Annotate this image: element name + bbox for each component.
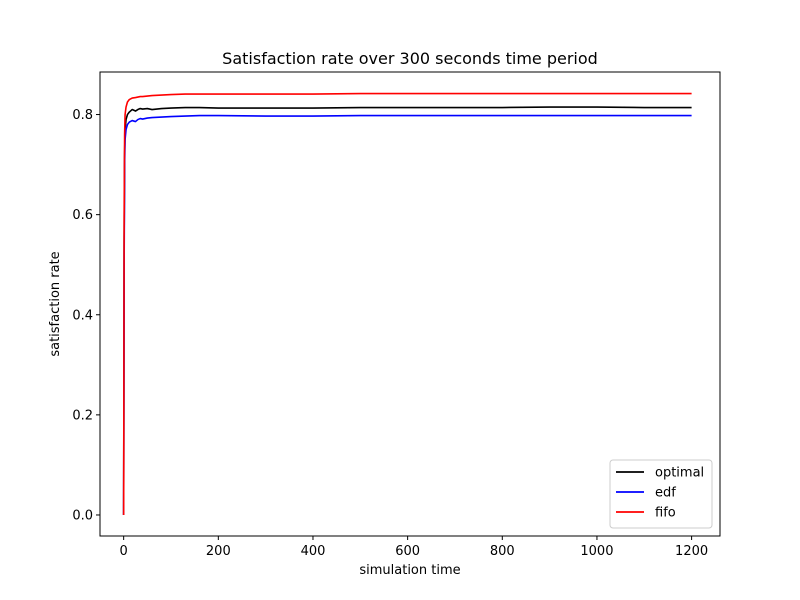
y-axis-ticks: 0.0 0.2 0.4 0.6 0.8 (72, 108, 100, 523)
y-axis-label: satisfaction rate (48, 251, 63, 356)
series-layer (122, 92, 692, 515)
y-tick-label: 0.8 (72, 108, 93, 123)
plot-frame (99, 71, 721, 537)
x-tick-label: 200 (206, 544, 231, 559)
x-tick-label: 800 (490, 544, 515, 559)
x-tick-label: 1000 (580, 544, 613, 559)
legend-label-edf: edf (655, 486, 676, 501)
x-tick-label: 1200 (675, 544, 708, 559)
series-line-edf (122, 114, 692, 515)
series-line-optimal (122, 106, 692, 515)
legend-entries: optimal edf fifo (616, 466, 704, 521)
legend-label-fifo: fifo (655, 506, 676, 521)
y-tick-label: 0.6 (72, 208, 93, 223)
x-axis-ticks: 0 200 400 600 800 1000 1200 (120, 536, 708, 559)
x-tick-label: 0 (120, 544, 128, 559)
legend-box (609, 459, 713, 529)
y-tick-label: 0.2 (72, 408, 93, 423)
y-tick-label: 0.4 (72, 308, 93, 323)
legend-label-optimal: optimal (655, 466, 704, 481)
legend: optimal edf fifo (609, 459, 713, 529)
series-line-fifo (122, 92, 692, 515)
x-tick-label: 600 (395, 544, 420, 559)
x-axis-label: simulation time (359, 563, 460, 578)
y-tick-label: 0.0 (72, 508, 93, 523)
chart-title: Satisfaction rate over 300 seconds time … (222, 49, 598, 68)
x-tick-label: 400 (301, 544, 326, 559)
